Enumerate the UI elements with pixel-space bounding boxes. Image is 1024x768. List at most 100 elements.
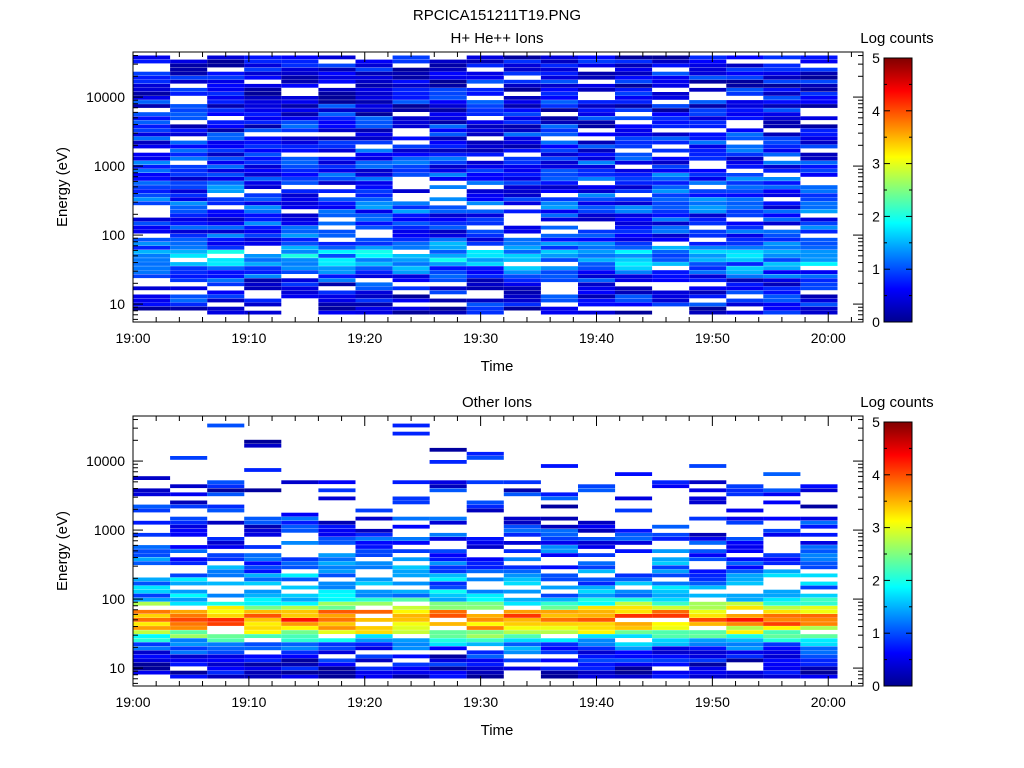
heatmap-cell	[689, 274, 727, 279]
heatmap-cell	[244, 233, 282, 238]
heatmap-cell	[318, 160, 356, 165]
heatmap-cell	[318, 120, 356, 125]
heatmap-cell	[466, 92, 504, 96]
heatmap-cell	[355, 193, 393, 198]
panel-1-colorbar-tick-label: 0	[872, 314, 880, 330]
heatmap-cell	[281, 189, 319, 193]
heatmap-cell	[689, 67, 727, 72]
heatmap-cell	[503, 520, 541, 525]
heatmap-cell	[466, 63, 504, 68]
heatmap-cell	[466, 87, 504, 92]
heatmap-cell	[318, 302, 356, 307]
heatmap-cell	[133, 92, 171, 96]
heatmap-cell	[170, 245, 208, 250]
heatmap-cell	[207, 298, 245, 303]
heatmap-cell	[244, 229, 282, 234]
heatmap-cell	[355, 298, 393, 303]
heatmap-cell	[763, 630, 801, 634]
heatmap-cell	[652, 213, 690, 218]
heatmap-cell	[800, 581, 838, 586]
heatmap-cell	[726, 262, 764, 266]
heatmap-cell	[466, 258, 504, 262]
heatmap-cell	[318, 213, 356, 218]
heatmap-cell	[466, 306, 504, 311]
panel-2-x-tick-label: 19:10	[231, 694, 266, 710]
heatmap-cell	[763, 71, 801, 76]
heatmap-cell	[615, 609, 653, 614]
heatmap-cell	[207, 553, 245, 557]
heatmap-cell	[652, 646, 690, 651]
heatmap-cell	[540, 593, 578, 598]
heatmap-cell	[207, 654, 245, 659]
heatmap-cell	[578, 229, 616, 234]
heatmap-cell	[503, 573, 541, 578]
heatmap-cell	[392, 164, 430, 169]
heatmap-cell	[726, 658, 764, 663]
heatmap-cell	[540, 630, 578, 634]
heatmap-cell	[392, 500, 430, 505]
heatmap-cell	[318, 241, 356, 246]
heatmap-cell	[244, 614, 282, 618]
heatmap-cell	[578, 605, 616, 610]
heatmap-cell	[689, 581, 727, 586]
heatmap-cell	[207, 650, 245, 655]
heatmap-cell	[170, 168, 208, 173]
heatmap-cell	[318, 168, 356, 173]
heatmap-cell	[170, 573, 208, 578]
heatmap-cell	[800, 205, 838, 210]
heatmap-cell	[170, 670, 208, 675]
heatmap-cell	[318, 75, 356, 80]
heatmap-cell	[318, 79, 356, 84]
heatmap-cell	[170, 87, 208, 92]
heatmap-cell	[800, 262, 838, 266]
heatmap-cell	[281, 638, 319, 643]
heatmap-cell	[318, 609, 356, 614]
heatmap-cell	[429, 152, 467, 157]
heatmap-cell	[466, 561, 504, 566]
heatmap-cell	[207, 160, 245, 165]
heatmap-cell	[429, 614, 467, 618]
heatmap-cell	[133, 144, 171, 149]
panel-1-colorbar-tick-label: 3	[872, 156, 880, 172]
heatmap-cell	[726, 618, 764, 622]
heatmap-cell	[578, 646, 616, 651]
heatmap-cell	[763, 245, 801, 250]
heatmap-cell	[800, 96, 838, 100]
heatmap-cell	[763, 185, 801, 189]
heatmap-cell	[170, 492, 208, 497]
heatmap-cell	[726, 492, 764, 497]
heatmap-cell	[763, 120, 801, 125]
heatmap-cell	[392, 237, 430, 242]
heatmap-cell	[689, 634, 727, 638]
heatmap-cell	[318, 593, 356, 598]
heatmap-cell	[689, 577, 727, 582]
heatmap-cell	[689, 553, 727, 557]
heatmap-cell	[615, 654, 653, 659]
heatmap-cell	[503, 266, 541, 270]
heatmap-cell	[503, 71, 541, 76]
heatmap-cell	[170, 622, 208, 626]
heatmap-cell	[726, 209, 764, 214]
heatmap-cell	[726, 597, 764, 602]
heatmap-cell	[763, 310, 801, 315]
heatmap-cell	[392, 79, 430, 84]
heatmap-cell	[466, 500, 504, 505]
heatmap-cell	[355, 634, 393, 638]
heatmap-cell	[689, 59, 727, 64]
heatmap-cell	[800, 674, 838, 679]
heatmap-cell	[578, 274, 616, 279]
heatmap-cell	[429, 205, 467, 210]
heatmap-cell	[429, 622, 467, 626]
heatmap-cell	[689, 557, 727, 562]
heatmap-cell	[615, 573, 653, 578]
heatmap-cell	[763, 488, 801, 493]
heatmap-cell	[281, 254, 319, 258]
heatmap-cell	[503, 258, 541, 262]
heatmap-cell	[503, 87, 541, 92]
heatmap-cell	[726, 634, 764, 638]
heatmap-cell	[578, 189, 616, 193]
heatmap-cell	[244, 666, 282, 671]
heatmap-cell	[244, 96, 282, 100]
heatmap-cell	[170, 630, 208, 634]
heatmap-cell	[355, 221, 393, 226]
